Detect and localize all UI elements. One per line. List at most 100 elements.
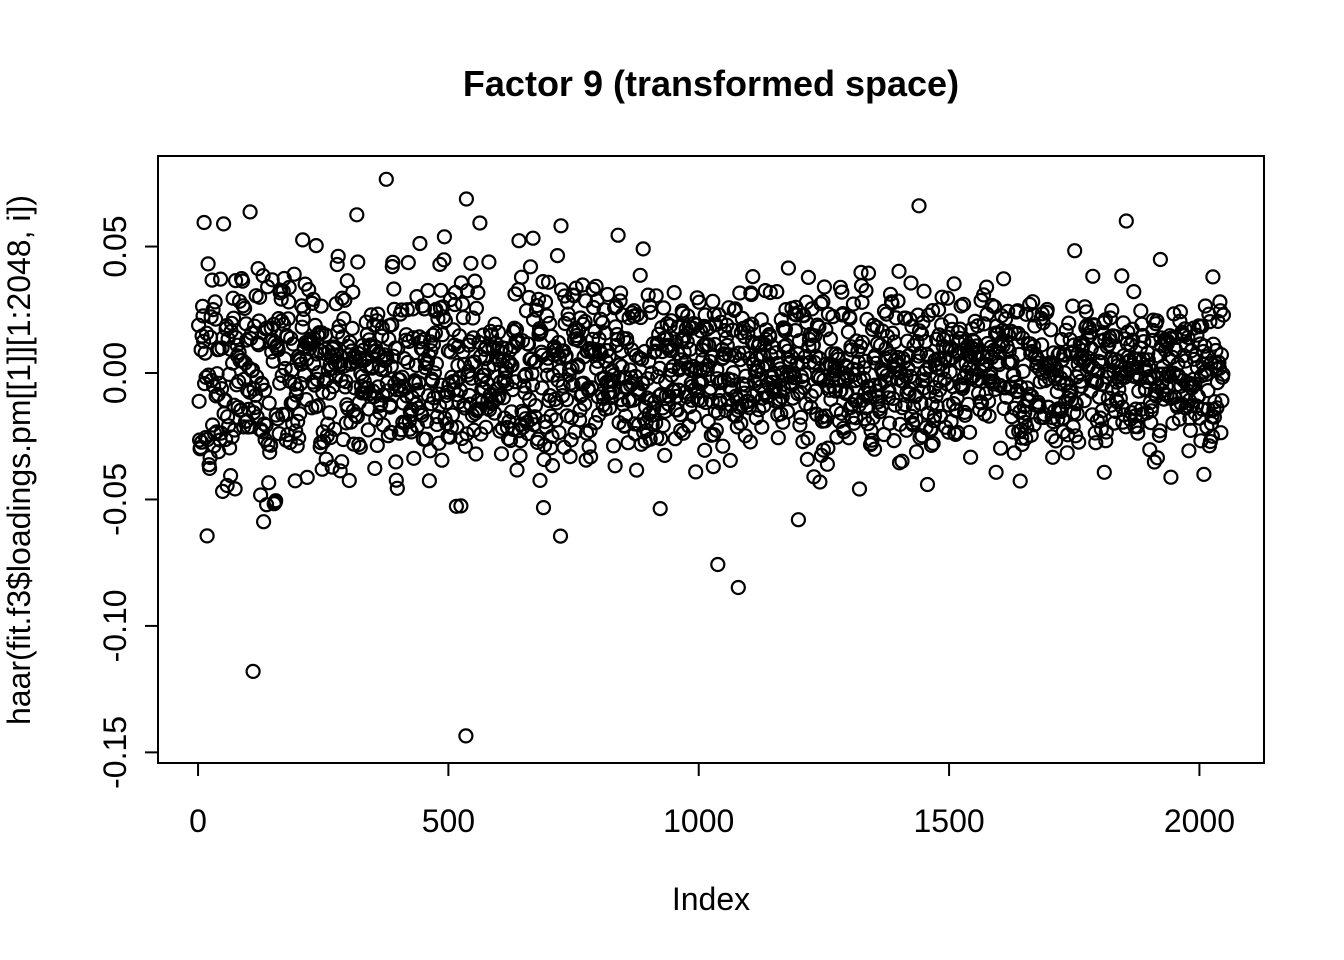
data-point: [792, 417, 808, 433]
data-point: [910, 348, 927, 364]
data-point: [738, 377, 754, 393]
data-point: [587, 415, 604, 431]
data-point: [424, 373, 440, 389]
data-point: [953, 298, 969, 314]
data-point: [903, 408, 920, 424]
data-point: [578, 425, 595, 441]
data-point: [908, 412, 924, 428]
data-point: [202, 460, 218, 476]
data-point: [481, 254, 497, 270]
data-point: [732, 285, 748, 301]
data-point: [429, 409, 445, 425]
data-point: [478, 419, 494, 435]
data-point: [290, 413, 306, 429]
data-point: [1133, 303, 1149, 319]
data-point: [227, 422, 243, 438]
data-point: [845, 296, 862, 312]
data-point: [199, 528, 215, 544]
data-point: [1043, 322, 1059, 338]
data-point: [816, 279, 833, 295]
data-point: [334, 454, 350, 470]
data-point: [800, 430, 816, 446]
data-point: [341, 472, 357, 489]
data-point: [289, 438, 305, 454]
data-point: [924, 303, 941, 319]
data-point: [414, 298, 430, 314]
y-axis-tick-label: 0.00: [97, 342, 133, 404]
data-point: [635, 241, 651, 257]
data-point: [769, 284, 785, 300]
data-point: [864, 432, 880, 448]
data-point: [773, 406, 789, 422]
data-point: [261, 475, 277, 491]
data-point: [555, 378, 571, 394]
y-axis-tick-label: -0.05: [97, 463, 133, 536]
data-point: [1196, 466, 1212, 482]
data-point: [982, 366, 999, 382]
data-point: [851, 481, 868, 497]
x-axis-tick-label: 1000: [663, 803, 734, 839]
data-point: [686, 409, 702, 425]
data-point: [1140, 352, 1156, 368]
data-point: [373, 395, 389, 412]
data-point: [433, 282, 449, 298]
data-point: [866, 441, 883, 457]
data-point: [295, 232, 311, 248]
data-point: [903, 275, 919, 291]
data-point: [471, 401, 487, 417]
data-point: [218, 431, 234, 448]
data-point: [722, 452, 738, 468]
data-point: [730, 579, 746, 596]
data-point: [743, 286, 759, 303]
data-point: [292, 406, 308, 422]
data-point: [527, 398, 544, 414]
data-point: [581, 439, 597, 455]
data-point: [382, 399, 398, 415]
data-point: [774, 389, 790, 405]
data-point: [454, 430, 470, 447]
data-point: [360, 422, 376, 438]
data-point: [310, 398, 326, 414]
data-point: [1206, 409, 1223, 425]
data-point: [887, 397, 903, 413]
data-point: [777, 321, 794, 337]
data-point: [854, 334, 871, 350]
data-point: [1006, 445, 1022, 461]
data-point: [648, 288, 664, 304]
data-point: [349, 207, 365, 223]
data-point: [235, 273, 251, 289]
data-point: [534, 380, 550, 396]
data-point: [379, 350, 395, 366]
data-point: [228, 330, 244, 346]
data-point: [468, 446, 484, 462]
data-point: [917, 372, 933, 388]
data-point: [493, 446, 510, 462]
y-axis-title: haar(fit.f3$loadings.pm[[1]][1:2048, i]): [1, 195, 37, 725]
data-point: [1068, 396, 1084, 412]
data-point: [383, 424, 399, 440]
data-point: [947, 426, 964, 442]
data-point: [558, 348, 574, 364]
data-point: [691, 294, 707, 310]
data-point: [313, 298, 329, 314]
data-point: [374, 328, 390, 344]
data-point: [200, 256, 216, 272]
data-point: [819, 456, 836, 472]
data-point: [537, 294, 554, 310]
data-point: [1010, 325, 1026, 342]
data-point: [705, 459, 721, 475]
data-point: [601, 400, 618, 416]
data-point: [637, 343, 653, 360]
data-point: [818, 322, 834, 338]
data-point: [539, 308, 555, 324]
data-point: [220, 409, 236, 425]
x-axis-tick-label: 1500: [913, 803, 984, 839]
data-point: [1000, 303, 1016, 319]
data-point: [788, 307, 805, 323]
data-point: [650, 369, 666, 385]
data-point: [885, 390, 901, 406]
data-point: [582, 449, 599, 465]
data-point: [1213, 347, 1230, 363]
data-point: [204, 272, 220, 288]
data-point: [295, 311, 311, 327]
